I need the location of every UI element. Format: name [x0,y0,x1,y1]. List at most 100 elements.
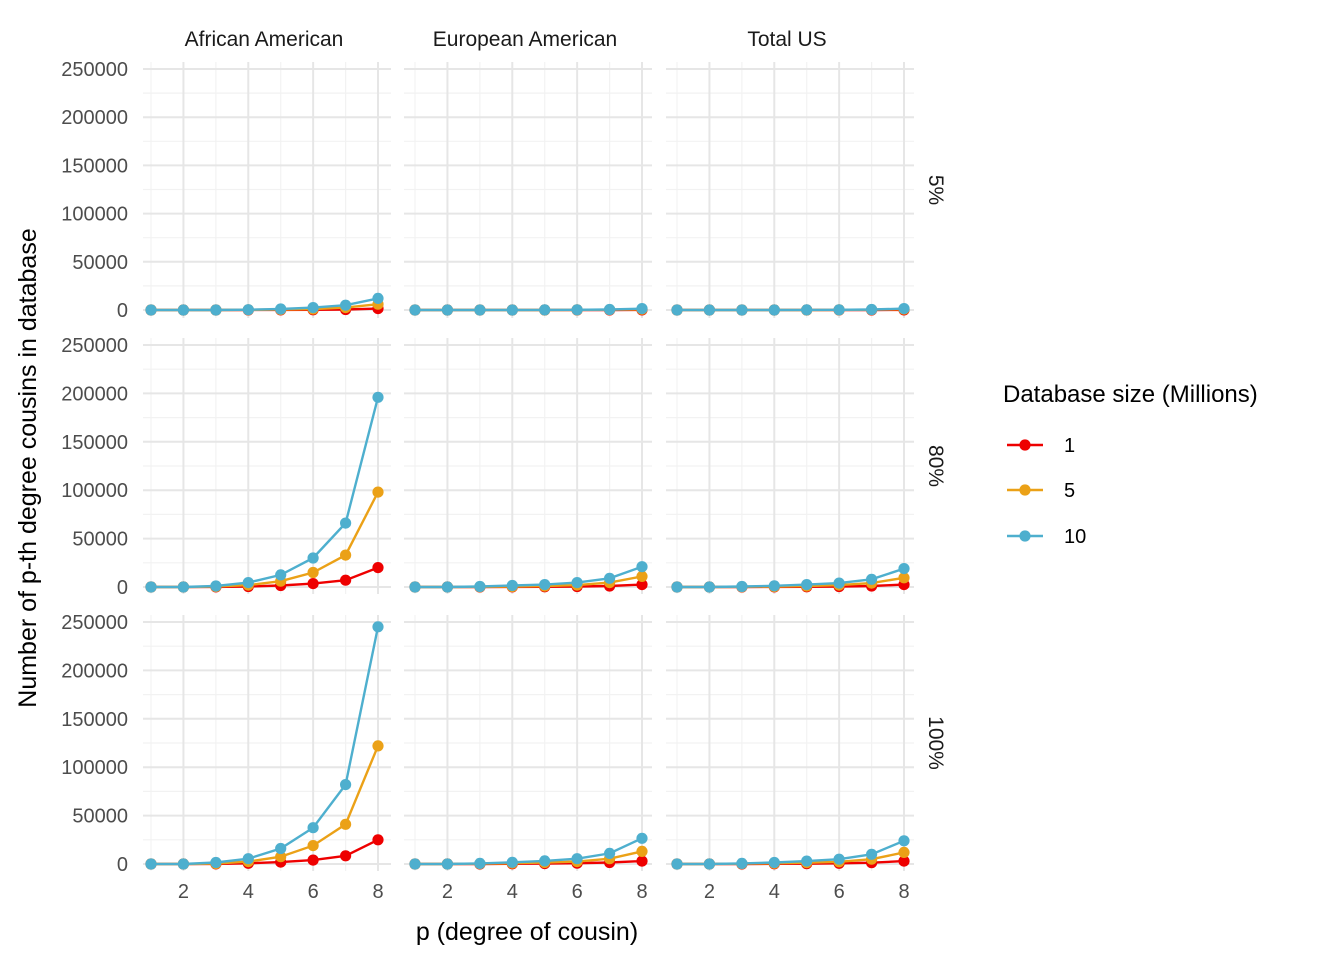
x-tick-label: 2 [178,881,189,903]
legend-title: Database size (Millions) [1003,381,1258,408]
data-point-10-x8 [372,293,383,304]
data-point-10-x5 [539,855,550,866]
y-tick-label: 200000 [61,107,128,129]
data-point-10-x6 [834,578,845,589]
legend-label-10: 10 [1064,526,1086,548]
panel-grid-european-american-5 [404,62,652,318]
data-point-10-x5 [275,303,286,314]
legend-entry-5: 5 [1007,480,1075,502]
panel-grid-european-american-80 [404,338,652,594]
data-point-10-x6 [308,552,319,563]
data-point-10-x8 [372,392,383,403]
data-point-10-x5 [539,579,550,590]
data-point-10-x3 [736,304,747,315]
data-point-10-x8 [372,621,383,632]
data-point-10-x5 [275,843,286,854]
strip-label-80: 80% [924,445,947,487]
data-point-10-x1 [671,304,682,315]
grid-layer [143,62,914,871]
data-point-10-x6 [834,304,845,315]
strip-label-european-american: European American [433,28,617,51]
data-point-5-x8 [372,487,383,498]
data-point-1-x8 [636,856,647,867]
data-point-10-x8 [898,835,909,846]
data-point-10-x2 [704,858,715,869]
data-point-10-x6 [308,302,319,313]
data-point-10-x1 [145,581,156,592]
x-axis-title: p (degree of cousin) [416,918,638,946]
y-tick-label: 100000 [61,480,128,502]
x-tick-label: 4 [769,881,780,903]
data-point-10-x5 [539,304,550,315]
data-point-10-x5 [801,856,812,867]
data-point-1-x6 [308,855,319,866]
x-tick-label: 6 [308,881,319,903]
data-point-1-x8 [372,562,383,573]
legend-label-5: 5 [1064,480,1075,502]
data-point-10-x1 [671,581,682,592]
panel-total-us-5 [671,303,909,316]
y-tick-label: 250000 [61,612,128,634]
data-point-10-x7 [340,518,351,529]
data-point-1-x7 [340,575,351,586]
data-point-10-x4 [243,577,254,588]
panel-grid-total-us-80 [666,338,914,594]
legend-point-5 [1019,484,1030,495]
data-point-1-x8 [372,834,383,845]
legend: Database size (Millions) 1 5 10 [1003,381,1258,548]
data-point-1-x7 [340,850,351,861]
data-point-10-x7 [340,779,351,790]
data-point-10-x8 [898,303,909,314]
data-point-10-x7 [604,848,615,859]
y-tick-label: 150000 [61,155,128,177]
panel-european-american-5 [409,303,647,316]
data-point-10-x1 [409,304,420,315]
data-point-10-x7 [866,304,877,315]
data-point-10-x4 [769,857,780,868]
legend-entry-1: 1 [1007,435,1075,457]
data-point-10-x5 [801,304,812,315]
y-tick-label: 200000 [61,383,128,405]
panel-african-american-100 [145,621,383,869]
data-point-10-x7 [604,573,615,584]
data-point-10-x3 [736,581,747,592]
y-tick-label: 0 [117,300,128,322]
data-point-10-x1 [671,858,682,869]
data-point-10-x3 [474,858,485,869]
legend-point-10 [1019,530,1030,541]
panel-grid-european-american-100 [404,615,652,871]
y-tick-label: 150000 [61,432,128,454]
data-point-10-x4 [243,304,254,315]
series-layer [145,293,909,870]
y-tick-label: 150000 [61,709,128,731]
data-point-10-x3 [736,858,747,869]
data-point-5-x8 [898,847,909,858]
data-point-10-x8 [898,563,909,574]
data-point-10-x5 [275,569,286,580]
panel-grid-total-us-5 [666,62,914,318]
legend-label-1: 1 [1064,435,1075,457]
x-tick-label: 4 [507,881,518,903]
data-point-10-x4 [769,304,780,315]
legend-point-1 [1019,439,1030,450]
data-point-10-x6 [572,577,583,588]
data-point-10-x5 [801,579,812,590]
y-axis-title: Number of p-th degree cousins in databas… [14,228,42,707]
data-point-10-x8 [636,561,647,572]
data-point-10-x2 [442,304,453,315]
data-point-10-x7 [866,574,877,585]
data-point-10-x4 [507,304,518,315]
data-point-10-x3 [474,581,485,592]
y-tick-label: 50000 [72,252,128,274]
data-point-10-x1 [409,858,420,869]
data-point-10-x7 [604,304,615,315]
data-point-10-x4 [507,580,518,591]
data-point-10-x2 [442,581,453,592]
axis-labels: 0500001000001500002000002500000500001000… [61,59,909,903]
data-point-10-x3 [210,580,221,591]
y-tick-label: 100000 [61,757,128,779]
legend-entry-10: 10 [1007,526,1086,548]
data-point-5-x6 [308,567,319,578]
